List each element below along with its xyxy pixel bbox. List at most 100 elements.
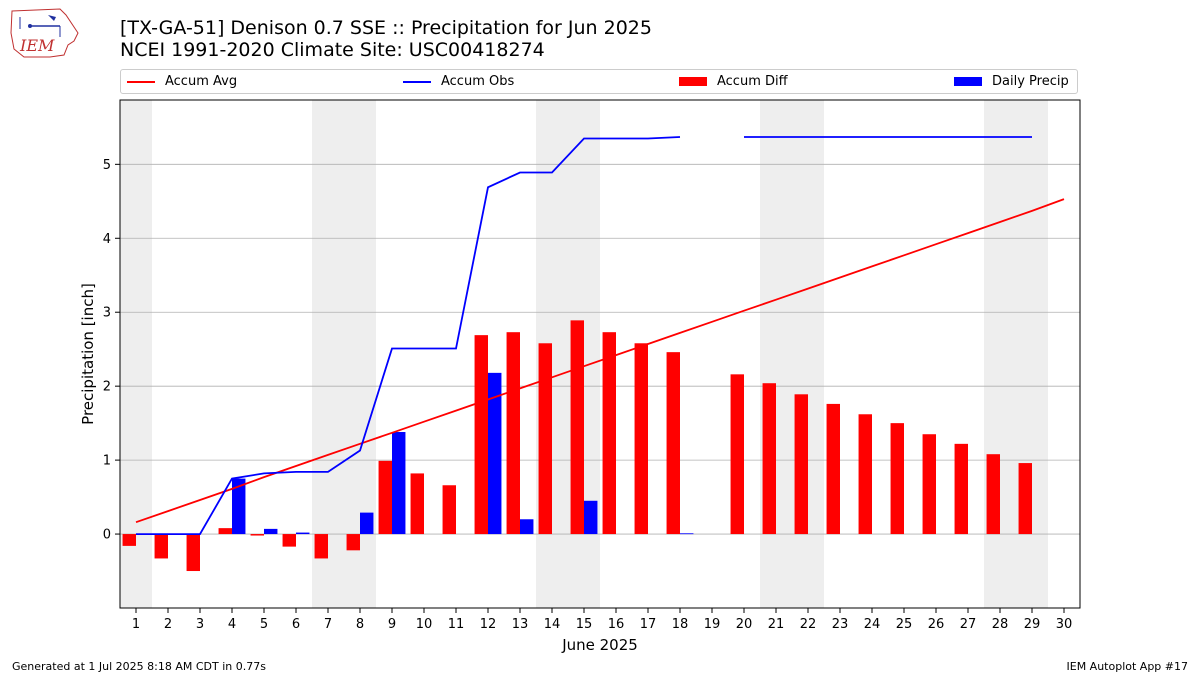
y-tick-label: 0 <box>103 528 111 543</box>
y-tick-label: 2 <box>103 380 111 395</box>
y-axis-label: Precipitation [inch] <box>79 283 97 425</box>
legend-item-accum-diff: Accum Diff <box>679 70 788 93</box>
x-tick-label: 25 <box>896 617 913 632</box>
x-tick-label: 29 <box>1024 617 1041 632</box>
accum-diff-bar <box>538 343 552 535</box>
accum-diff-bar <box>826 403 840 535</box>
x-tick-label: 5 <box>260 617 268 632</box>
daily-precip-bar <box>680 533 694 535</box>
x-tick-label: 14 <box>544 617 561 632</box>
accum-diff-bar <box>986 454 1000 535</box>
plot-frame <box>119 99 1081 609</box>
accum-diff-bar <box>314 534 328 559</box>
x-tick-label: 9 <box>388 617 396 632</box>
x-tick-label: 1 <box>132 617 140 632</box>
accum-diff-bar <box>410 473 424 535</box>
legend-swatch-accum-avg <box>127 80 155 83</box>
y-tick-label: 5 <box>103 158 111 173</box>
iem-logo: IEM <box>10 8 79 58</box>
legend-label-accum-avg: Accum Avg <box>165 74 238 89</box>
x-tick-label: 8 <box>356 617 364 632</box>
accum-diff-bar <box>922 434 936 535</box>
legend-item-daily-precip: Daily Precip <box>954 70 1069 93</box>
accum-diff-bar <box>154 534 168 559</box>
x-axis-label: June 2025 <box>561 636 638 654</box>
legend-swatch-daily-precip <box>954 77 982 86</box>
legend: Accum Avg Accum Obs Accum Diff Daily Pre… <box>120 69 1078 94</box>
accum-diff-bar <box>442 485 456 535</box>
legend-label-accum-diff: Accum Diff <box>717 74 788 89</box>
accum-diff-bar <box>250 534 264 536</box>
accum-diff-bar <box>634 343 648 535</box>
title-line-2: NCEI 1991-2020 Climate Site: USC00418274 <box>120 39 545 61</box>
accum-diff-bar <box>954 443 968 535</box>
daily-precip-bar <box>264 528 278 535</box>
x-tick-label: 10 <box>416 617 433 632</box>
x-tick-label: 6 <box>292 617 300 632</box>
x-tick-label: 27 <box>960 617 977 632</box>
accum-diff-bar <box>762 383 776 535</box>
x-tick-label: 26 <box>928 617 945 632</box>
chart-title: [TX-GA-51] Denison 0.7 SSE :: Precipitat… <box>120 17 652 61</box>
accum-diff-bar <box>890 423 904 535</box>
accum-diff-bar <box>1018 463 1032 535</box>
accum-diff-bar <box>346 534 360 551</box>
x-tick-label: 22 <box>800 617 817 632</box>
accum-diff-bar <box>666 352 680 535</box>
logo-text: IEM <box>19 36 55 55</box>
accum-diff-bar <box>794 394 808 535</box>
legend-label-accum-obs: Accum Obs <box>441 74 515 89</box>
x-tick-label: 3 <box>196 617 204 632</box>
accum-obs-line <box>136 136 681 535</box>
legend-item-accum-avg: Accum Avg <box>127 70 237 93</box>
x-tick-label: 20 <box>736 617 753 632</box>
daily-precip-bar <box>296 532 310 535</box>
accum-diff-bar <box>282 534 296 547</box>
accum-diff-bar <box>378 460 392 535</box>
daily-precip-bar <box>232 478 246 535</box>
y-tick-label: 1 <box>103 454 111 469</box>
x-tick-label: 28 <box>992 617 1009 632</box>
x-tick-label: 18 <box>672 617 689 632</box>
daily-precip-bar <box>488 372 502 535</box>
x-tick-label: 24 <box>864 617 881 632</box>
accum-diff-bar <box>602 332 616 535</box>
accum-diff-bar <box>570 320 584 535</box>
x-tick-label: 12 <box>480 617 497 632</box>
accum-diff-bar <box>474 335 488 535</box>
x-tick-label: 15 <box>576 617 593 632</box>
accum-diff-bar <box>186 534 200 572</box>
x-tick-label: 7 <box>324 617 332 632</box>
daily-precip-bar <box>392 432 406 535</box>
accum-diff-bar <box>858 414 872 535</box>
legend-label-daily-precip: Daily Precip <box>992 74 1069 89</box>
footer-app-id: IEM Autoplot App #17 <box>1066 660 1189 673</box>
weekend-shade <box>120 100 152 608</box>
y-tick-label: 4 <box>103 232 111 247</box>
x-tick-label: 4 <box>228 617 236 632</box>
x-tick-label: 30 <box>1056 617 1073 632</box>
accum-diff-bar <box>218 528 232 535</box>
x-tick-label: 11 <box>448 617 465 632</box>
accum-avg-line <box>135 198 1065 524</box>
daily-precip-bar <box>584 500 598 535</box>
y-tick-label: 3 <box>103 306 111 321</box>
footer-generated: Generated at 1 Jul 2025 8:18 AM CDT in 0… <box>12 660 266 673</box>
x-tick-label: 13 <box>512 617 529 632</box>
x-tick-label: 23 <box>832 617 849 632</box>
x-tick-label: 17 <box>640 617 657 632</box>
x-tick-label: 16 <box>608 617 625 632</box>
accum-diff-bar <box>122 534 136 546</box>
x-tick-label: 2 <box>164 617 172 632</box>
x-tick-label: 21 <box>768 617 785 632</box>
daily-precip-bar <box>360 512 374 535</box>
title-line-1: [TX-GA-51] Denison 0.7 SSE :: Precipitat… <box>120 17 652 39</box>
daily-precip-bar <box>520 519 534 535</box>
x-tick-label: 19 <box>704 617 721 632</box>
legend-swatch-accum-diff <box>679 77 707 86</box>
legend-swatch-accum-obs <box>403 80 431 83</box>
legend-item-accum-obs: Accum Obs <box>403 70 514 93</box>
accum-diff-bar <box>506 332 520 535</box>
accum-diff-bar <box>730 374 744 535</box>
